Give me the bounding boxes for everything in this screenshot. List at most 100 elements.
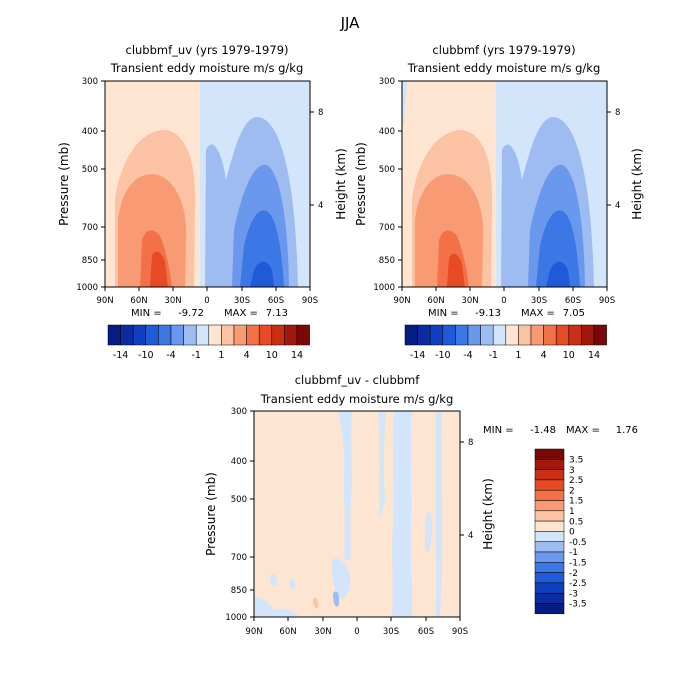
- cb2-label-8: 14: [588, 350, 600, 361]
- panel-3-xtick-60s: 60S: [418, 627, 434, 637]
- cb3-label-1: 3.5: [569, 456, 583, 466]
- panel-1-xtick-90n: 90N: [96, 296, 113, 306]
- panel-2-ytick-1000: 1000: [373, 283, 395, 293]
- cb1-box-8: [195, 324, 210, 346]
- panel-2-ylabel: Pressure (mb): [354, 142, 368, 226]
- panel-3-xtick-0: 0: [354, 627, 359, 637]
- cb3-label-12: -2: [569, 569, 578, 579]
- panel-3-neg-band-1: [338, 411, 352, 560]
- cb1-box-2: [120, 324, 134, 346]
- cb2-box-6: [467, 324, 481, 346]
- panel-2: clubbmf (yrs 1979-1979) Transient eddy m…: [354, 43, 644, 361]
- cb3-box-11: [534, 551, 565, 563]
- panel-3-pos-deeper: [313, 598, 318, 609]
- panel-2-xtick-30n: 30N: [461, 296, 478, 306]
- panel-3-neg-bottom: [254, 597, 300, 617]
- cb2-box-9: [505, 324, 519, 346]
- panel-1-height-tick-4: 4: [318, 201, 323, 211]
- panel-3-xtick-30n: 30N: [314, 627, 331, 637]
- cb3-box-6: [534, 500, 565, 512]
- panel-3-height-tick-4: 4: [468, 531, 473, 541]
- cb1-box-12: [246, 324, 260, 346]
- cb2-box-7: [480, 324, 494, 346]
- cb3-label-5: 1.5: [569, 497, 583, 507]
- cb3-box-14: [534, 582, 565, 594]
- panel-3-max-label: MAX =: [566, 425, 600, 436]
- panel-2-edge-strip: [402, 81, 407, 125]
- panel-3-y-ticks: 300 400 500 700 850 1000: [225, 407, 254, 623]
- panel-1-colorbar: -14 -10 -4 -1 1 4 10 14: [107, 324, 310, 361]
- cb1-box-14: [271, 324, 285, 346]
- panel-1-max-value: 7.13: [266, 308, 288, 319]
- cb2-label-3: -4: [463, 350, 472, 361]
- panel-2-right-axis: 8 4: [607, 108, 620, 211]
- cb3-box-12: [534, 562, 565, 573]
- cb1-label-6: 4: [244, 350, 250, 361]
- panel-1-title: clubbmf_uv (yrs 1979-1979): [126, 43, 289, 57]
- panel-1-xtick-30s: 30S: [234, 296, 250, 306]
- cb2-box-5: [455, 324, 469, 346]
- cb2-box-12: [543, 324, 557, 346]
- panel-1-ytick-1000: 1000: [76, 283, 98, 293]
- panel-1-height-tick-8: 8: [318, 108, 323, 118]
- panel-3-xtick-90n: 90N: [245, 627, 262, 637]
- cb3-label-9: -0.5: [569, 538, 587, 548]
- panel-1-min-label: MIN =: [131, 308, 162, 319]
- panel-3-ytick-850: 850: [231, 586, 247, 596]
- panel-2-xtick-30s: 30S: [531, 296, 547, 306]
- cb1-box-7: [183, 324, 197, 346]
- cb2-label-2: -10: [435, 350, 451, 361]
- panel-1-plot: [104, 80, 311, 288]
- cb3-box-8: [534, 520, 565, 532]
- panel-2-ytick-500: 500: [379, 165, 395, 175]
- cb1-box-16: [296, 324, 310, 346]
- cb3-label-7: 0.5: [569, 517, 583, 527]
- panel-1-y-ticks: 300 400 500 700 850 1000: [76, 77, 105, 293]
- panel-1-max-label: MAX =: [224, 308, 258, 319]
- panel-2-xtick-60s: 60S: [565, 296, 581, 306]
- cb3-label-6: 1: [569, 507, 575, 517]
- panel-1-ytick-500: 500: [82, 165, 98, 175]
- panel-2-xtick-0: 0: [501, 296, 506, 306]
- panel-3-ylabel: Pressure (mb): [204, 472, 218, 556]
- cb2-label-7: 10: [563, 350, 575, 361]
- panel-2-min-value: -9.13: [475, 308, 501, 319]
- panel-3-min-label: MIN =: [483, 425, 514, 436]
- figure-title: JJA: [340, 14, 361, 32]
- cb3-box-15: [534, 592, 565, 604]
- panel-2-x-ticks: 90N 60N 30N 0 30S 60S 90S: [393, 287, 615, 306]
- panel-3-max-value: 1.76: [616, 425, 638, 436]
- cb3-label-14: -3: [569, 589, 578, 599]
- panel-3-neg-mid: [331, 558, 351, 599]
- cb1-box-10: [221, 324, 235, 346]
- cb2-box-4: [442, 324, 456, 346]
- cb1-box-1: [107, 324, 121, 346]
- cb2-box-11: [530, 324, 544, 346]
- panel-3-neg-small-1: [270, 574, 278, 586]
- cb3-label-13: -2.5: [569, 579, 587, 589]
- cb1-box-4: [145, 324, 159, 346]
- cb2-label-5: 1: [515, 350, 521, 361]
- panel-3-neg-band-4: [435, 411, 443, 617]
- panel-3-xtick-30s: 30S: [383, 627, 399, 637]
- cb2-box-13: [555, 324, 570, 346]
- panel-2-xtick-90n: 90N: [393, 296, 410, 306]
- panel-2-ylabel-right: Height (km): [630, 148, 644, 219]
- panel-1: clubbmf_uv (yrs 1979-1979) Transient edd…: [57, 43, 348, 361]
- panel-2-pos-level-4: [447, 253, 465, 287]
- panel-3-xtick-90s: 90S: [452, 627, 468, 637]
- panel-3-ytick-300: 300: [231, 407, 247, 417]
- panel-3-x-ticks: 90N 60N 30N 0 30S 60S 90S: [245, 617, 468, 637]
- panel-2-ytick-700: 700: [379, 223, 395, 233]
- cb3-box-4: [534, 479, 565, 491]
- panel-3-right-axis: 8 4: [460, 438, 473, 541]
- panel-3: clubbmf_uv - clubbmf Transient eddy mois…: [204, 373, 638, 637]
- panel-1-ytick-850: 850: [82, 256, 98, 266]
- panel-2-ytick-400: 400: [379, 127, 395, 137]
- panel-1-ylabel-right: Height (km): [334, 148, 348, 219]
- panel-2-neg-level-3: [536, 210, 580, 287]
- panel-3-bg: [254, 411, 460, 617]
- panel-3-xtick-60n: 60N: [279, 627, 296, 637]
- panel-3-subtitle: Transient eddy moisture m/s g/kg: [260, 392, 454, 406]
